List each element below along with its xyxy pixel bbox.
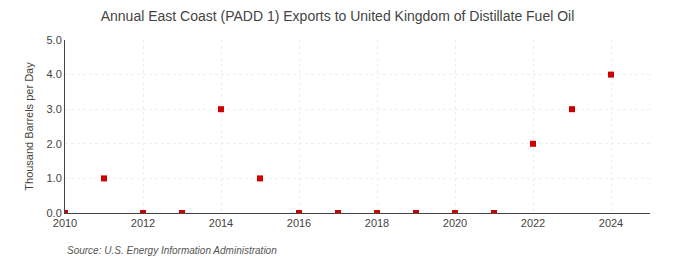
svg-text:2014: 2014	[209, 217, 233, 229]
svg-text:4.0: 4.0	[47, 68, 62, 80]
svg-text:0.0: 0.0	[47, 207, 62, 219]
svg-text:2024: 2024	[599, 217, 623, 229]
svg-text:2022: 2022	[521, 217, 545, 229]
svg-text:Thousand Barrels per Day: Thousand Barrels per Day	[23, 62, 35, 191]
svg-text:5.0: 5.0	[47, 34, 62, 46]
svg-text:2.0: 2.0	[47, 138, 62, 150]
svg-text:Annual East Coast (PADD 1) Exp: Annual East Coast (PADD 1) Exports to Un…	[101, 8, 575, 24]
svg-text:2020: 2020	[443, 217, 467, 229]
svg-text:2016: 2016	[287, 217, 311, 229]
svg-text:1.0: 1.0	[47, 172, 62, 184]
svg-text:2012: 2012	[131, 217, 155, 229]
svg-text:3.0: 3.0	[47, 103, 62, 115]
svg-text:2010: 2010	[53, 217, 77, 229]
svg-text:Source: U.S. Energy Informatio: Source: U.S. Energy Information Administ…	[67, 245, 277, 256]
svg-text:2018: 2018	[365, 217, 389, 229]
